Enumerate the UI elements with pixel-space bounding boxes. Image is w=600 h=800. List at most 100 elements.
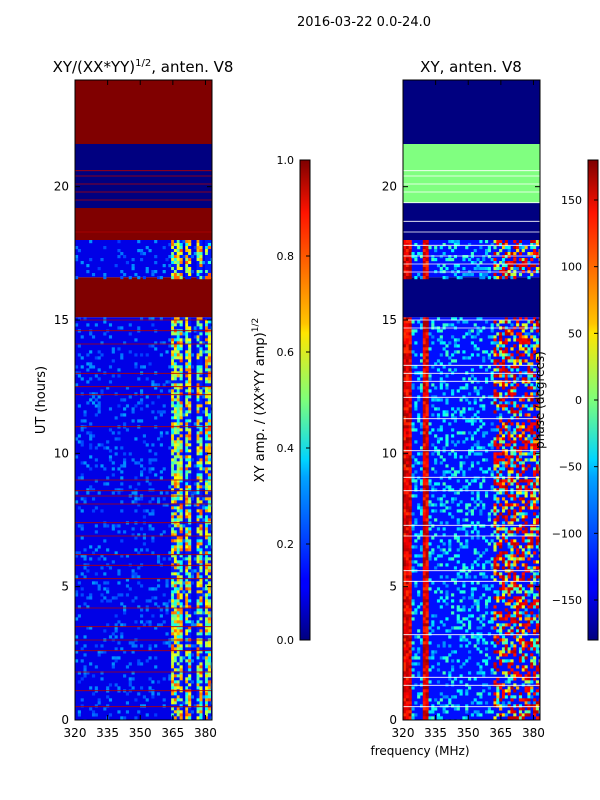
- heatmap-cell: [425, 458, 429, 462]
- heatmap-cell: [171, 626, 175, 630]
- heatmap-cell: [205, 276, 209, 280]
- heatmap-cell: [202, 656, 206, 660]
- heatmap-cell: [171, 536, 175, 540]
- heatmap-cell: [501, 356, 506, 360]
- heatmap-cell: [185, 701, 189, 705]
- heatmap-cell: [535, 446, 539, 450]
- heatmap-cell: [484, 249, 489, 253]
- heatmap-cell: [173, 674, 178, 678]
- heatmap-cell: [176, 488, 180, 492]
- heatmap-cell: [176, 617, 180, 621]
- heatmap-cell: [408, 542, 412, 546]
- heatmap-cell: [405, 542, 409, 546]
- heatmap-cell: [507, 629, 511, 633]
- heatmap-cell: [516, 425, 520, 429]
- heatmap-cell: [185, 677, 189, 681]
- heatmap-cell: [179, 518, 183, 522]
- heatmap-cell: [425, 243, 429, 247]
- heatmap-cell: [86, 401, 90, 405]
- heatmap-cell: [100, 599, 104, 603]
- heatmap-cell: [521, 353, 525, 357]
- heatmap-cell: [434, 488, 438, 492]
- heatmap-cell: [185, 599, 189, 603]
- heatmap-cell: [196, 317, 200, 321]
- heatmap-cell: [173, 662, 178, 666]
- heatmap-cell: [493, 476, 497, 480]
- heatmap-cell: [436, 264, 441, 268]
- heatmap-cell: [521, 572, 525, 576]
- heatmap-cell: [103, 707, 107, 711]
- heatmap-cell: [516, 551, 520, 555]
- heatmap-cell: [199, 581, 203, 585]
- heatmap-cell: [504, 632, 508, 636]
- heatmap-cell: [207, 674, 211, 678]
- heatmap-cell: [80, 698, 84, 702]
- heatmap-cell: [185, 434, 189, 438]
- heatmap-cell: [504, 563, 508, 567]
- heatmap-cell: [196, 665, 200, 669]
- heatmap-cell: [205, 530, 209, 534]
- heatmap-cell: [202, 276, 206, 280]
- heatmap-cell: [137, 240, 141, 244]
- heatmap-cell: [77, 614, 81, 618]
- heatmap-cell: [162, 698, 166, 702]
- heatmap-cell: [533, 605, 537, 609]
- heatmap-cell: [493, 368, 497, 372]
- heatmap-cell: [207, 258, 211, 262]
- heatmap-cell: [470, 464, 474, 468]
- heatmap-cell: [173, 264, 178, 268]
- heatmap-cell: [190, 572, 195, 576]
- heatmap-cell: [182, 605, 186, 609]
- heatmap-cell: [179, 551, 183, 555]
- right-panel-title: XY, anten. V8: [420, 58, 522, 76]
- heatmap-cell: [179, 602, 183, 606]
- heatmap-cell: [479, 482, 483, 486]
- heatmap-cell: [422, 410, 426, 414]
- heatmap-cell: [538, 467, 540, 471]
- heatmap-cell: [188, 539, 192, 543]
- heatmap-cell: [176, 407, 180, 411]
- heatmap-cell: [408, 404, 412, 408]
- heatmap-cell: [513, 611, 517, 615]
- heatmap-cell: [425, 623, 429, 627]
- heatmap-cell: [176, 542, 180, 546]
- heatmap-cell: [504, 261, 508, 265]
- heatmap-cell: [117, 437, 121, 441]
- heatmap-cell: [179, 584, 183, 588]
- heatmap-cell: [405, 476, 409, 480]
- heatmap-cell: [513, 581, 517, 585]
- heatmap-cell: [173, 596, 178, 600]
- heatmap-cell: [456, 338, 460, 342]
- y-tick-label: 15: [54, 313, 69, 327]
- heatmap-cell: [111, 473, 115, 477]
- heatmap-cell: [456, 431, 460, 435]
- heatmap-cell: [456, 320, 460, 324]
- heatmap-cell: [196, 461, 200, 465]
- heatmap-cell: [173, 258, 178, 262]
- heatmap-cell: [530, 392, 534, 396]
- heatmap-cell: [527, 386, 531, 390]
- heatmap-cell: [403, 422, 407, 426]
- heatmap-cell: [179, 677, 183, 681]
- heatmap-cell: [173, 611, 178, 615]
- heatmap-cell: [403, 491, 407, 495]
- heatmap-cell: [171, 416, 175, 420]
- heatmap-cell: [456, 605, 460, 609]
- heatmap-cell: [513, 374, 517, 378]
- heatmap-cell: [442, 527, 446, 531]
- heatmap-cell: [154, 602, 158, 606]
- heatmap-cell: [507, 458, 511, 462]
- heatmap-cell: [176, 416, 180, 420]
- heatmap-cell: [504, 341, 508, 345]
- heatmap-cell: [422, 524, 426, 528]
- heatmap-cell: [176, 273, 180, 277]
- heatmap-cell: [188, 437, 192, 441]
- heatmap-cell: [80, 677, 84, 681]
- heatmap-cell: [205, 662, 209, 666]
- heatmap-cell: [403, 440, 407, 444]
- heatmap-cell: [188, 443, 192, 447]
- heatmap-cell: [493, 524, 497, 528]
- heatmap-cell: [408, 530, 412, 534]
- heatmap-cell: [179, 491, 183, 495]
- heatmap-cell: [196, 533, 200, 537]
